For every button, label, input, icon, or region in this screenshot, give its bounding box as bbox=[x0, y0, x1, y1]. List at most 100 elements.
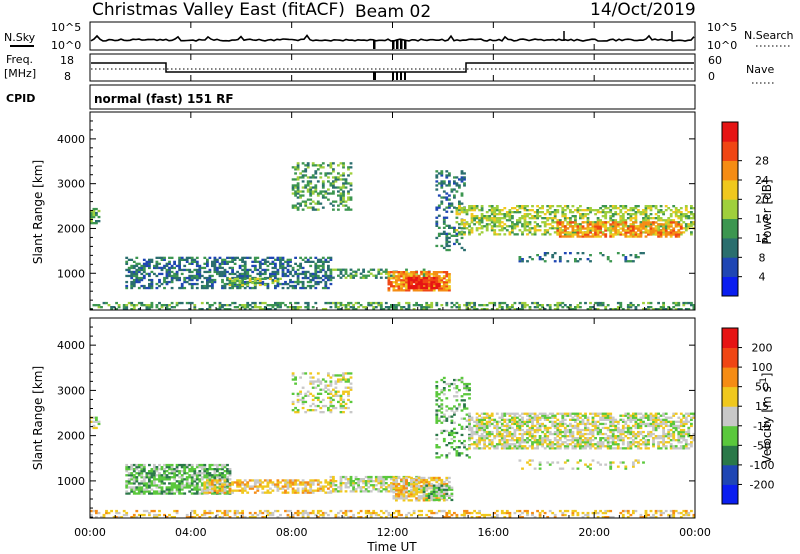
heatmap-cell bbox=[659, 223, 663, 226]
heatmap-cell bbox=[518, 205, 522, 208]
heatmap-cell bbox=[599, 229, 602, 232]
heatmap-cell bbox=[521, 439, 524, 442]
heatmap-cell bbox=[558, 424, 562, 428]
heatmap-cell bbox=[440, 174, 444, 177]
heatmap-cell bbox=[445, 198, 449, 201]
heatmap-cell bbox=[574, 221, 577, 224]
heatmap-cell bbox=[639, 252, 643, 255]
heatmap-cell bbox=[203, 270, 207, 274]
heatmap-cell bbox=[100, 306, 103, 309]
heatmap-cell bbox=[563, 414, 567, 417]
heatmap-cell bbox=[395, 487, 398, 490]
heatmap-cell bbox=[211, 474, 214, 477]
heatmap-cell bbox=[178, 492, 181, 495]
heatmap-cell bbox=[581, 209, 585, 212]
heatmap-cell bbox=[347, 486, 350, 489]
heatmap-cell bbox=[158, 308, 161, 311]
heatmap-cell bbox=[483, 304, 486, 307]
heatmap-cell bbox=[594, 233, 597, 236]
heatmap-cell bbox=[221, 487, 224, 490]
heatmap-cell bbox=[200, 284, 204, 288]
heatmap-cell bbox=[445, 456, 449, 459]
heatmap-cell bbox=[473, 443, 476, 446]
heatmap-cell bbox=[543, 414, 547, 417]
heatmap-cell bbox=[142, 476, 146, 479]
heatmap-cell bbox=[458, 242, 461, 246]
heatmap-cell bbox=[329, 390, 333, 393]
heatmap-cell bbox=[324, 301, 328, 305]
heatmap-cell bbox=[430, 492, 434, 495]
heatmap-cell bbox=[480, 219, 484, 222]
heatmap-cell bbox=[193, 470, 197, 473]
heatmap-cell bbox=[498, 233, 502, 236]
heatmap-cell bbox=[395, 271, 398, 274]
heatmap-cell bbox=[548, 207, 552, 210]
heatmap-cell bbox=[266, 268, 270, 272]
heatmap-cell bbox=[417, 495, 421, 498]
heatmap-cell bbox=[344, 378, 348, 381]
heatmap-cell bbox=[460, 227, 464, 230]
heatmap-cell bbox=[243, 479, 247, 482]
heatmap-cell bbox=[173, 262, 176, 265]
heatmap-cell bbox=[392, 277, 396, 280]
heatmap-cell bbox=[495, 420, 499, 423]
heatmap-cell bbox=[299, 256, 302, 259]
heatmap-cell bbox=[624, 229, 628, 232]
heatmap-cell bbox=[301, 284, 305, 288]
heatmap-cell bbox=[674, 308, 678, 311]
heatmap-cell bbox=[170, 468, 174, 471]
heatmap-cell bbox=[223, 474, 227, 477]
heatmap-cell bbox=[485, 219, 489, 222]
heatmap-cell bbox=[518, 217, 522, 220]
heatmap-cell bbox=[347, 198, 350, 201]
heatmap-cell bbox=[291, 280, 295, 284]
heatmap-cell bbox=[173, 492, 176, 495]
heatmap-cell bbox=[137, 276, 141, 280]
heatmap-cell bbox=[445, 206, 449, 209]
heatmap-cell bbox=[183, 472, 187, 475]
heatmap-cell bbox=[311, 278, 315, 282]
heatmap-cell bbox=[221, 483, 224, 486]
heatmap-cell bbox=[279, 264, 282, 268]
heatmap-cell bbox=[629, 229, 633, 232]
heatmap-cell bbox=[175, 474, 179, 477]
heatmap-cell bbox=[488, 435, 492, 438]
heatmap-cell bbox=[135, 256, 139, 259]
heatmap-cell bbox=[536, 215, 539, 218]
heatmap-cell bbox=[415, 286, 418, 290]
heatmap-cell bbox=[437, 289, 441, 292]
heatmap-cell bbox=[309, 206, 313, 209]
heatmap-cell bbox=[299, 204, 302, 207]
heatmap-cell bbox=[526, 215, 529, 218]
heatmap-cell bbox=[294, 186, 297, 189]
heatmap-cell bbox=[458, 207, 461, 210]
heatmap-cell bbox=[468, 433, 471, 437]
heatmap-cell bbox=[632, 225, 635, 228]
heatmap-cell bbox=[566, 445, 570, 448]
heatmap-cell bbox=[306, 176, 310, 179]
heatmap-cell bbox=[238, 258, 242, 261]
heatmap-cell bbox=[657, 209, 660, 212]
heatmap-cell bbox=[551, 412, 555, 415]
heatmap-cell bbox=[478, 217, 481, 220]
heatmap-cell bbox=[253, 286, 257, 290]
heatmap-cell bbox=[296, 409, 300, 412]
heatmap-cell bbox=[563, 304, 567, 307]
heatmap-cell bbox=[589, 223, 592, 226]
heatmap-cell bbox=[294, 192, 297, 195]
heatmap-cell bbox=[304, 286, 308, 290]
heatmap-cell bbox=[417, 275, 421, 278]
heatmap-cell bbox=[279, 304, 282, 307]
heatmap-cell bbox=[465, 211, 469, 214]
heatmap-cell bbox=[316, 192, 320, 195]
heatmap-cell bbox=[211, 260, 214, 263]
heatmap-cell bbox=[286, 481, 290, 484]
heatmap-cell bbox=[634, 254, 638, 257]
heatmap-cell bbox=[400, 285, 403, 288]
heatmap-cell bbox=[485, 430, 489, 434]
heatmap-cell bbox=[206, 284, 209, 288]
heatmap-cell bbox=[125, 474, 129, 477]
heatmap-cell bbox=[294, 376, 297, 379]
heatmap-cell bbox=[571, 221, 575, 224]
heatmap-cell bbox=[604, 308, 608, 311]
